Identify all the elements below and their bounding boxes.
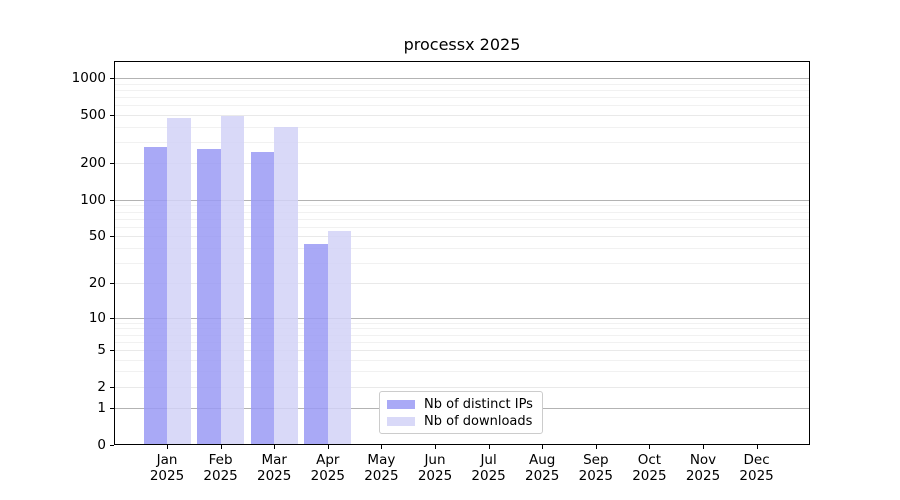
minor-gridline [114, 141, 810, 143]
bar-distinct-ips-feb [197, 148, 221, 445]
x-tick-mark [381, 445, 383, 449]
minor-gridline [114, 226, 810, 228]
x-tick-mark [274, 445, 276, 449]
legend-entry-distinct-ips: Nb of distinct IPs [387, 396, 535, 413]
y-tick-label: 20 [88, 275, 106, 292]
minor-gridline [114, 89, 810, 91]
x-tick-mark [488, 445, 490, 449]
x-tick-label: Oct 2025 [632, 452, 667, 484]
x-tick-label: Jun 2025 [417, 452, 453, 484]
x-tick-mark [220, 445, 222, 449]
y-tick-label: 200 [80, 155, 106, 172]
y-tick-label: 1000 [71, 70, 106, 87]
y-tick-label: 1 [97, 400, 106, 417]
x-tick-label: Nov 2025 [685, 452, 721, 484]
distinct-ips-swatch [387, 400, 415, 409]
bars-layer [114, 61, 810, 445]
minor-gridline [114, 218, 810, 220]
minor-gridline [114, 371, 810, 373]
y-tick-label: 5 [97, 341, 106, 358]
y-tick-label: 0 [97, 437, 106, 453]
gridline [114, 349, 810, 351]
y-tick-mark [110, 199, 114, 201]
y-tick-label: 100 [80, 191, 106, 208]
minor-gridline [114, 247, 810, 249]
gridline [114, 199, 810, 201]
bar-downloads-jan [167, 118, 191, 445]
x-tick-label: May 2025 [364, 452, 399, 484]
minor-gridline [114, 126, 810, 128]
x-tick-label: Mar 2025 [257, 452, 292, 484]
bar-downloads-feb [220, 116, 245, 445]
x-tick-mark [167, 445, 168, 449]
minor-gridline [114, 334, 810, 336]
minor-gridline [114, 328, 810, 330]
y-tick-mark [110, 236, 114, 238]
y-tick-label: 2 [97, 378, 106, 395]
gridline [114, 317, 810, 319]
minor-gridline [114, 262, 810, 264]
bar-distinct-ips-apr [304, 244, 328, 445]
x-tick-mark [703, 445, 704, 449]
chart-title: processx 2025 [403, 35, 521, 54]
bar-distinct-ips-jan [143, 146, 167, 445]
minor-gridline [114, 97, 810, 98]
minor-gridline [114, 105, 810, 107]
y-tick-mark [110, 349, 114, 351]
downloads-swatch [387, 417, 415, 426]
minor-gridline [114, 211, 810, 213]
gridline [114, 236, 810, 238]
y-tick-mark [110, 317, 114, 319]
minor-gridline [114, 341, 810, 343]
x-tick-label: Feb 2025 [203, 452, 238, 484]
y-tick-mark [110, 386, 114, 388]
y-tick-label: 50 [88, 228, 106, 245]
minor-gridline [114, 83, 810, 85]
x-tick-mark [756, 445, 758, 449]
minor-gridline [114, 359, 810, 361]
y-tick-mark [110, 283, 114, 285]
gridline [114, 283, 810, 285]
legend-label: Nb of distinct IPs [424, 397, 533, 412]
x-tick-label: Jan 2025 [149, 452, 185, 484]
bar-downloads-mar [274, 127, 298, 445]
y-tick-mark [110, 408, 114, 410]
y-tick-mark [110, 445, 114, 446]
y-tick-mark [110, 78, 114, 80]
y-tick-label: 500 [80, 106, 106, 123]
gridline [114, 386, 810, 388]
y-tick-mark [110, 163, 114, 165]
legend: Nb of distinct IPs Nb of downloads [379, 391, 543, 434]
x-tick-mark [649, 445, 651, 449]
gridline [114, 114, 810, 116]
x-tick-mark [595, 445, 597, 449]
x-tick-mark [327, 445, 329, 449]
x-tick-mark [542, 445, 544, 449]
x-tick-label: Apr 2025 [310, 452, 345, 484]
gridlines-layer [114, 61, 810, 445]
bar-downloads-apr [327, 231, 352, 445]
minor-gridline [114, 322, 810, 324]
x-tick-label: Aug 2025 [525, 452, 560, 484]
y-tick-mark [110, 114, 114, 116]
x-tick-mark [435, 445, 436, 449]
legend-label: Nb of downloads [424, 414, 533, 429]
x-tick-label: Jul 2025 [471, 452, 506, 484]
legend-entry-downloads: Nb of downloads [387, 413, 535, 430]
x-tick-label: Sep 2025 [578, 452, 613, 484]
minor-gridline [114, 205, 810, 207]
gridline [114, 78, 810, 80]
bar-distinct-ips-mar [250, 152, 275, 445]
y-tick-label: 10 [88, 309, 106, 326]
x-tick-label: Dec 2025 [739, 452, 774, 484]
gridline [114, 163, 810, 165]
